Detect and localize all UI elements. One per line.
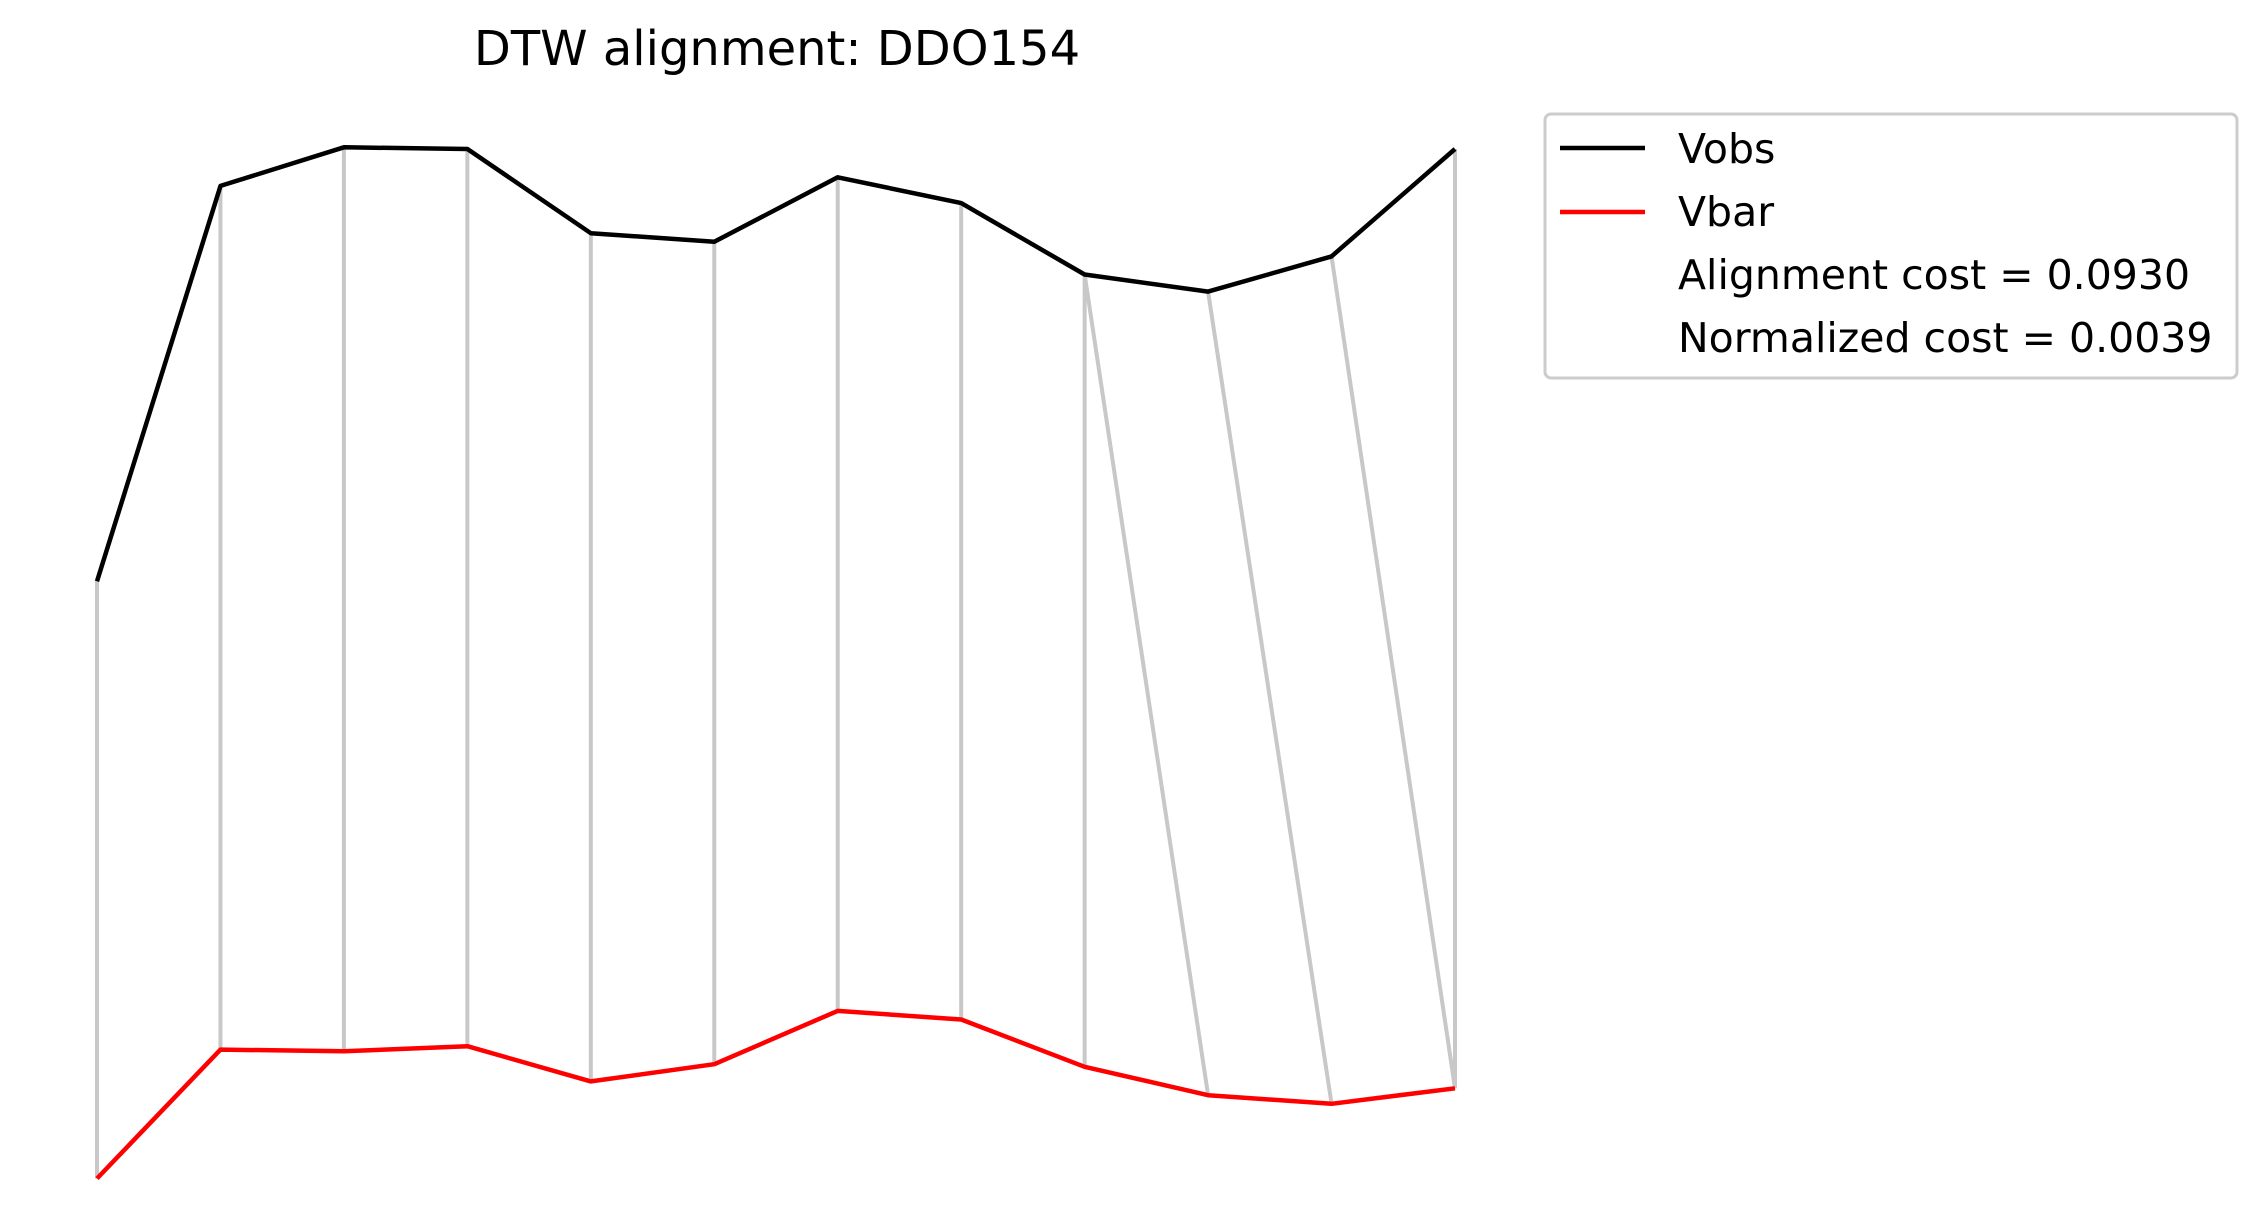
alignment-links xyxy=(95,147,1457,1179)
series-line-vbar xyxy=(95,1008,1456,1181)
legend-frame xyxy=(1543,112,2239,380)
legend-alignment-cost: Alignment cost = 0.0930 xyxy=(1678,251,2190,299)
legend-label-vbar: Vbar xyxy=(1678,188,1774,236)
chart-title: DTW alignment: DDO154 xyxy=(474,21,1080,77)
legend: Vobs Vbar Alignment cost = 0.0930 Normal… xyxy=(1543,112,2239,380)
series-line-vobs xyxy=(94,145,1457,582)
alignment-link xyxy=(1082,274,1211,1096)
legend-normalized-cost: Normalized cost = 0.0039 xyxy=(1678,314,2212,362)
alignment-link xyxy=(1206,291,1334,1105)
series-lines xyxy=(94,145,1457,1181)
legend-label-vobs: Vobs xyxy=(1678,125,1775,173)
alignment-link xyxy=(1329,256,1457,1089)
